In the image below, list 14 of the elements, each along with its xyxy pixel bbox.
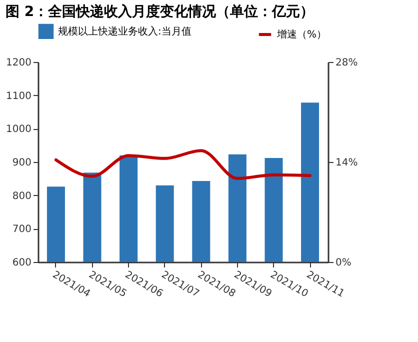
legend-label: 增速（%） <box>276 28 327 40</box>
y-tick-label: 1100 <box>6 90 32 102</box>
y-tick-label: 900 <box>12 158 32 168</box>
legend-label: 规模以上快递业务收入:当月值 <box>58 25 192 38</box>
y-tick-label: 1000 <box>6 124 32 136</box>
y-tick-label: 800 <box>12 190 32 202</box>
y-tick-label: 1200 <box>6 58 32 68</box>
y2-tick-label: 28% <box>336 58 358 68</box>
line-series <box>54 149 312 180</box>
y2-tick-label: 14% <box>336 158 358 168</box>
y-tick-label: 600 <box>12 258 32 268</box>
y-tick-label: 700 <box>12 224 32 236</box>
y2-tick-label: 0% <box>336 258 352 268</box>
chart-title: 图 2：全国快递收入月度变化情况（单位：亿元） <box>6 3 314 20</box>
